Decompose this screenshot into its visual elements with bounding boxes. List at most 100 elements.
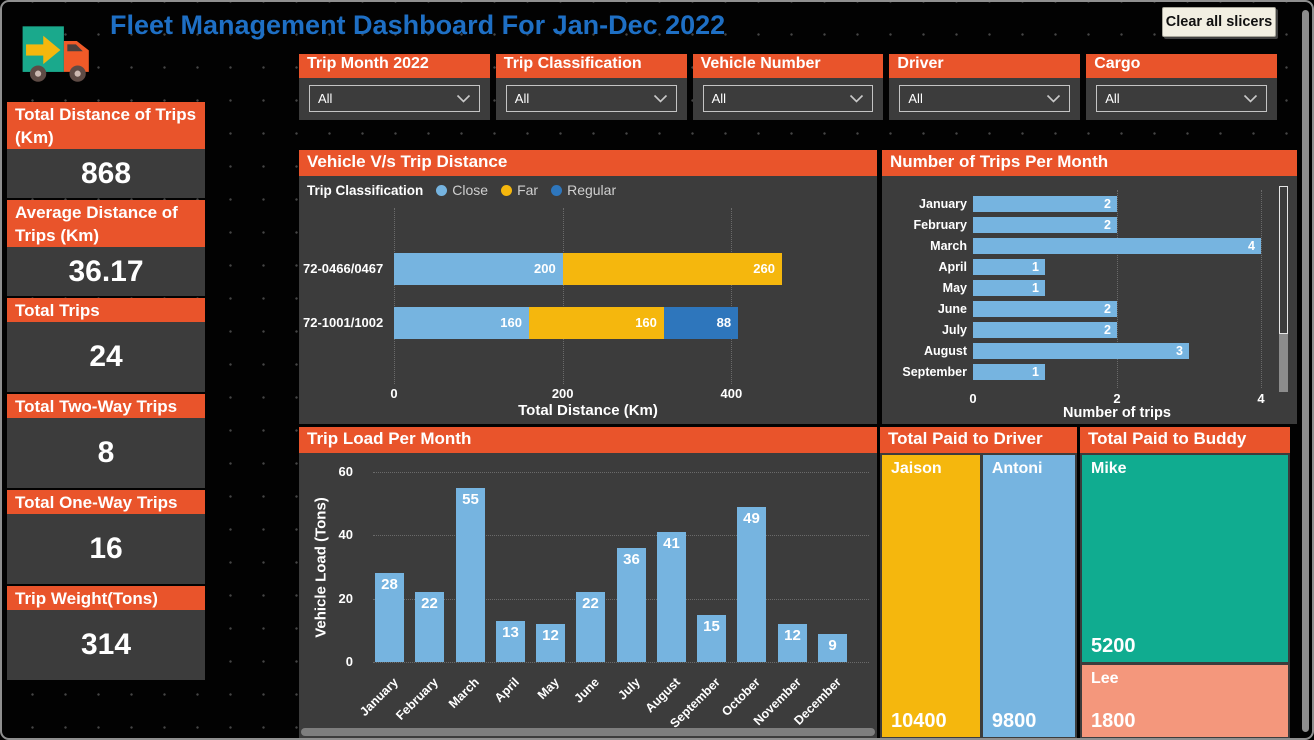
gridline bbox=[1261, 190, 1262, 388]
load-bar-june[interactable]: 22 bbox=[576, 592, 605, 662]
treemap-item-value: 1800 bbox=[1091, 710, 1136, 732]
slicer-title: Vehicle Number bbox=[692, 54, 884, 78]
treemap-item-name: Lee bbox=[1091, 670, 1119, 688]
load-bar-august[interactable]: 41 bbox=[657, 532, 686, 662]
category-label: January bbox=[919, 197, 967, 211]
gridline bbox=[373, 662, 869, 663]
trip-bar-september[interactable]: 1 bbox=[973, 364, 1045, 380]
vertical-scrollbar[interactable] bbox=[1279, 186, 1288, 392]
bar-value-label: 160 bbox=[500, 315, 522, 330]
load-bar-september[interactable]: 15 bbox=[697, 614, 726, 662]
load-bar-february[interactable]: 22 bbox=[415, 592, 444, 662]
legend-item-far[interactable]: Far bbox=[501, 182, 538, 198]
slicer-dropdown[interactable]: All bbox=[505, 85, 677, 112]
trip-bar-january[interactable]: 2 bbox=[973, 196, 1117, 212]
treemap-item-lee[interactable]: Lee 1800 bbox=[1082, 665, 1288, 737]
slicer-dropdown[interactable]: All bbox=[1096, 85, 1267, 112]
legend-label: Close bbox=[452, 182, 489, 198]
panel-title: Number of Trips Per Month bbox=[882, 150, 1297, 176]
trip-bar-may[interactable]: 1 bbox=[973, 280, 1045, 296]
bar-value-label: 22 bbox=[421, 595, 438, 613]
category-label: April bbox=[938, 260, 967, 274]
treemap-item-antoni[interactable]: Antoni 9800 bbox=[982, 455, 1075, 737]
category-label: March bbox=[930, 239, 967, 253]
slicer-dropdown[interactable]: All bbox=[702, 85, 874, 112]
bar-value-label: 28 bbox=[381, 576, 398, 594]
panel-title: Vehicle V/s Trip Distance bbox=[299, 150, 877, 176]
truck-icon bbox=[22, 26, 89, 82]
page-title: Fleet Management Dashboard For Jan-Dec 2… bbox=[110, 10, 726, 40]
trip-load-body: Vehicle Load (Tons) 0 20 40 60 28 January 22 Fe… bbox=[299, 427, 877, 738]
chevron-down-icon bbox=[1046, 91, 1061, 106]
slicer-dropdown[interactable]: All bbox=[899, 85, 1071, 112]
kpi-value: 8 bbox=[7, 418, 205, 488]
trip-load-panel: Trip Load Per Month Vehicle Load (Tons) … bbox=[299, 427, 877, 738]
slicer-title: Trip Classification bbox=[495, 54, 687, 78]
bar-value-label: 2 bbox=[1104, 323, 1111, 337]
trip-bar-march[interactable]: 4 bbox=[973, 238, 1261, 254]
panel-title: Total Paid to Buddy bbox=[1080, 427, 1290, 453]
kpi-label: Total Distance of Trips (Km) bbox=[7, 102, 205, 149]
trip-bar-february[interactable]: 2 bbox=[973, 217, 1117, 233]
clear-all-slicers-button[interactable]: Clear all slicers bbox=[1162, 7, 1276, 37]
trip-bar-july[interactable]: 2 bbox=[973, 322, 1117, 338]
bar-value-label: 2 bbox=[1104, 218, 1111, 232]
kpi-label: Total Trips bbox=[7, 298, 205, 322]
bar-segment-far[interactable]: 260 bbox=[562, 253, 782, 285]
category-label: February bbox=[913, 218, 968, 232]
bar-value-label: 36 bbox=[623, 551, 640, 568]
bar-segment-close[interactable]: 160 bbox=[394, 307, 529, 339]
kpi-card-total-one-way-trips: Total One-Way Trips 16 bbox=[7, 490, 205, 584]
kpi-column: Total Distance of Trips (Km) 868 Average D… bbox=[7, 102, 205, 682]
kpi-label: Average Distance of Trips (Km) bbox=[7, 200, 205, 247]
bar-segment-far[interactable]: 160 bbox=[528, 307, 664, 339]
x-axis-title: Number of trips bbox=[1063, 405, 1171, 421]
legend-item-regular[interactable]: Regular bbox=[551, 182, 616, 198]
load-bar-december[interactable]: 9 bbox=[818, 633, 847, 662]
bar-segment-regular[interactable]: 88 bbox=[663, 307, 739, 339]
kpi-card-total-two-way-trips: Total Two-Way Trips 8 bbox=[7, 394, 205, 488]
bar-value-label: 2 bbox=[1104, 302, 1111, 316]
paid-to-buddy-body: Mike 5200 Lee 1800 bbox=[1082, 455, 1288, 737]
slicer-trip-month-2022: Trip Month 2022 All bbox=[299, 54, 490, 120]
window-scrollbar[interactable] bbox=[1302, 10, 1309, 732]
legend-dot-icon bbox=[436, 184, 448, 196]
legend-item-close[interactable]: Close bbox=[436, 182, 488, 198]
bar-value-label: 260 bbox=[753, 261, 775, 276]
horizontal-scrollbar[interactable] bbox=[301, 728, 875, 736]
category-label: May bbox=[942, 281, 967, 295]
load-bar-october[interactable]: 49 bbox=[737, 506, 766, 662]
load-bar-july[interactable]: 36 bbox=[617, 548, 646, 662]
legend-label: Far bbox=[517, 182, 539, 198]
bar-segment-close[interactable]: 200 bbox=[394, 253, 563, 285]
bar-value-label: 9 bbox=[828, 636, 837, 654]
treemap-item-name: Antoni bbox=[991, 460, 1043, 477]
scrollbar-thumb[interactable] bbox=[1279, 186, 1288, 334]
load-bar-march[interactable]: 55 bbox=[456, 487, 485, 662]
kpi-label: Total One-Way Trips bbox=[7, 490, 205, 514]
category-label: 72-1001/1002 bbox=[303, 315, 384, 330]
load-bar-january[interactable]: 28 bbox=[375, 573, 404, 662]
treemap-item-value: 9800 bbox=[991, 710, 1037, 732]
trips-per-month-body: January 2 February 2 March 4 April 1 May 1 June 2 Ju… bbox=[882, 150, 1297, 424]
trip-bar-june[interactable]: 2 bbox=[973, 301, 1117, 317]
gridline bbox=[1117, 190, 1118, 388]
chevron-down-icon bbox=[849, 91, 864, 106]
load-bar-may[interactable]: 12 bbox=[536, 624, 565, 662]
treemap-item-mike[interactable]: Mike 5200 bbox=[1082, 455, 1288, 663]
paid-to-driver-body: Jaison 10400 Antoni 9800 bbox=[882, 455, 1075, 737]
load-bar-april[interactable]: 13 bbox=[496, 620, 525, 662]
treemap-item-name: Mike bbox=[1091, 460, 1127, 477]
category-label: 72-0466/0467 bbox=[303, 261, 384, 276]
trip-bar-august[interactable]: 3 bbox=[973, 343, 1189, 359]
treemap-item-jaison[interactable]: Jaison 10400 bbox=[882, 455, 980, 737]
scrollbar-track[interactable] bbox=[1279, 334, 1288, 392]
bar-value-label: 12 bbox=[542, 627, 559, 644]
slicer-dropdown[interactable]: All bbox=[309, 85, 480, 112]
trip-bar-april[interactable]: 1 bbox=[973, 259, 1045, 275]
panel-title: Trip Load Per Month bbox=[299, 427, 877, 453]
kpi-card-average-distance-of-trips-km-: Average Distance of Trips (Km) 36.17 bbox=[7, 200, 205, 296]
load-bar-november[interactable]: 12 bbox=[778, 624, 807, 662]
vehicle-distance-panel: Vehicle V/s Trip Distance Trip Classific… bbox=[299, 150, 877, 424]
